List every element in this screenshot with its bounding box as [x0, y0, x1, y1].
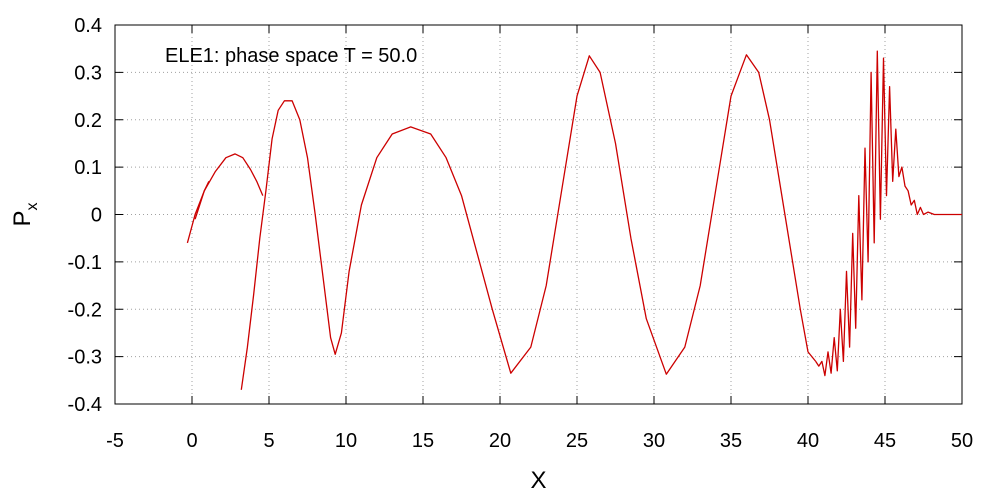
x-tick-label: 15: [412, 430, 434, 452]
x-tick-label: 5: [263, 430, 274, 452]
y-axis-title: Px: [9, 202, 41, 226]
y-tick-label: -0.3: [68, 347, 102, 369]
x-tick-label: 10: [335, 430, 357, 452]
x-tick-label: 35: [720, 430, 742, 452]
x-tick-label: 30: [643, 430, 665, 452]
y-tick-label: -0.1: [68, 252, 102, 274]
x-tick-labels: -5 0 5 10 15 20 25 30 35 40 45 50: [106, 430, 973, 452]
y-tick-label: 0.1: [74, 157, 102, 179]
y-tick-label: -0.2: [68, 299, 102, 321]
x-tick-label: 45: [874, 430, 896, 452]
x-axis-title: X: [530, 467, 546, 494]
series-line: [815, 50, 962, 377]
y-tick-label: 0.2: [74, 110, 102, 132]
series-line: [240, 54, 817, 390]
x-tick-label: 20: [489, 430, 511, 452]
series-line: [186, 153, 264, 244]
x-tick-label: -5: [106, 430, 124, 452]
y-tick-label: 0.3: [74, 62, 102, 84]
x-tick-label: 50: [951, 430, 973, 452]
y-axis-title-subscript: x: [24, 202, 41, 210]
y-axis-title-main: P: [9, 210, 36, 226]
axis-ticks: [114, 24, 963, 405]
y-tick-label: -0.4: [68, 394, 102, 416]
series-line: [194, 181, 210, 220]
x-tick-label: 40: [797, 430, 819, 452]
x-tick-label: 25: [566, 430, 588, 452]
x-tick-label: 0: [186, 430, 197, 452]
y-tick-label: 0.4: [74, 15, 102, 37]
series-lines: [186, 50, 962, 390]
y-tick-labels: -0.4 -0.3 -0.2 -0.1 0 0.1 0.2 0.3 0.4: [68, 15, 102, 416]
y-tick-label: 0: [91, 205, 102, 227]
legend-entry: ELE1: phase space T = 50.0: [165, 45, 417, 67]
